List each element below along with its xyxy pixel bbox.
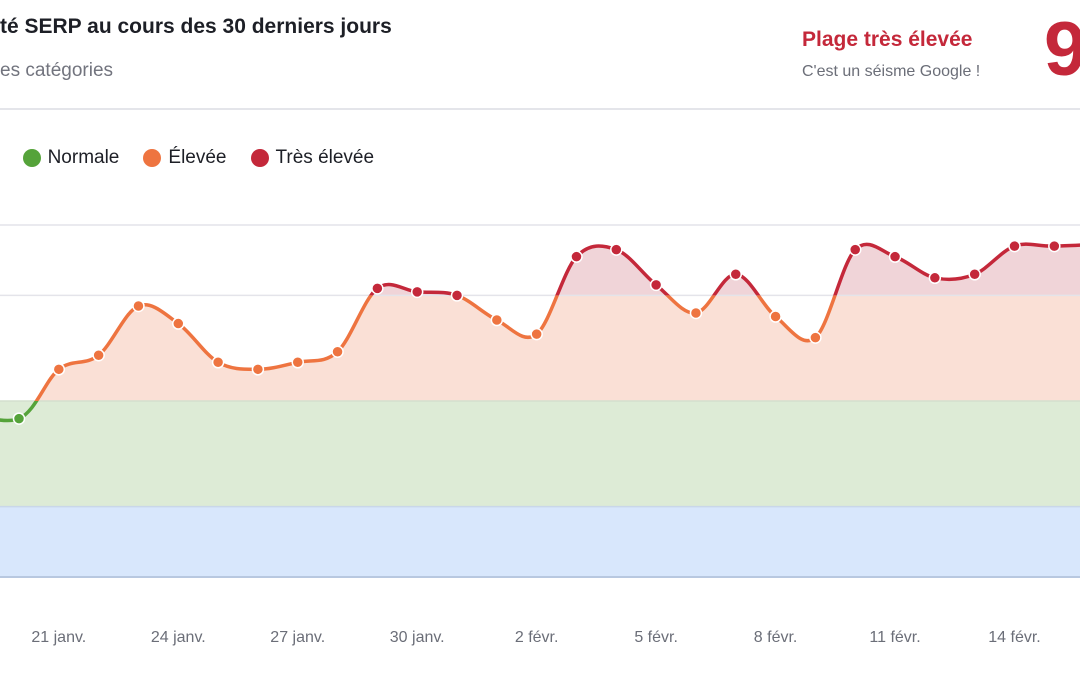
x-tick-label: 24 janv. <box>151 629 206 646</box>
data-point <box>211 356 225 369</box>
data-point <box>570 250 583 263</box>
legend-item-very-high[interactable]: Très élevée <box>250 147 375 169</box>
data-point <box>769 310 782 323</box>
data-point <box>172 317 185 330</box>
volatility-score: 9 <box>1044 7 1080 92</box>
data-point <box>1008 239 1021 253</box>
data-point <box>490 313 504 327</box>
legend-dot-icon <box>250 149 269 167</box>
data-point <box>92 348 105 362</box>
data-point <box>968 268 981 281</box>
data-point <box>689 306 703 320</box>
data-point <box>928 271 942 285</box>
legend-dot-icon <box>143 149 162 167</box>
x-tick-label: 8 févr. <box>754 629 798 646</box>
data-point <box>530 327 543 341</box>
x-tick-label: 21 janv. <box>31 629 86 646</box>
divider <box>0 108 1080 110</box>
series-line-very_high <box>368 242 1080 296</box>
range-message: C'est un séisme Google ! <box>802 63 981 80</box>
legend-item-normal[interactable]: Normale <box>22 147 120 169</box>
data-point <box>450 289 464 302</box>
data-point <box>291 356 304 369</box>
x-tick-label: 27 janv. <box>270 629 325 646</box>
legend-label: Très élevée <box>275 147 375 168</box>
data-point <box>371 282 384 295</box>
data-point <box>12 412 26 425</box>
legend-item-elevated[interactable]: Élevée <box>143 147 227 169</box>
chart-subtitle: es catégories <box>0 60 114 81</box>
data-point <box>888 250 902 263</box>
data-point <box>1048 239 1061 253</box>
data-point <box>410 285 424 299</box>
area-elevated <box>36 295 1080 401</box>
data-point <box>52 363 66 376</box>
data-point <box>251 363 265 376</box>
legend: e Normale Élevée Très élevée <box>0 147 374 169</box>
range-label: Plage très élevée <box>802 28 973 51</box>
data-point <box>610 243 623 256</box>
data-point <box>331 345 344 358</box>
series-line-elevated <box>34 295 837 401</box>
chart-title: té SERP au cours des 30 derniers jours <box>0 15 392 38</box>
x-tick-label: 2 févr. <box>515 629 559 646</box>
band-normal <box>0 401 1080 507</box>
legend-label: Élevée <box>168 147 227 168</box>
legend-label: Normale <box>47 147 120 168</box>
data-point <box>848 243 862 256</box>
area-very_high <box>371 244 1080 296</box>
x-tick-label: 11 févr. <box>869 629 920 646</box>
data-point <box>729 268 743 281</box>
data-point <box>649 278 663 292</box>
x-tick-label: 14 févr. <box>988 629 1040 646</box>
x-tick-label: 30 janv. <box>390 629 445 646</box>
x-tick-label: 5 févr. <box>634 629 678 646</box>
legend-dot-icon <box>22 149 41 167</box>
data-point <box>132 299 145 313</box>
band-low <box>0 506 1080 577</box>
data-point <box>809 331 822 344</box>
